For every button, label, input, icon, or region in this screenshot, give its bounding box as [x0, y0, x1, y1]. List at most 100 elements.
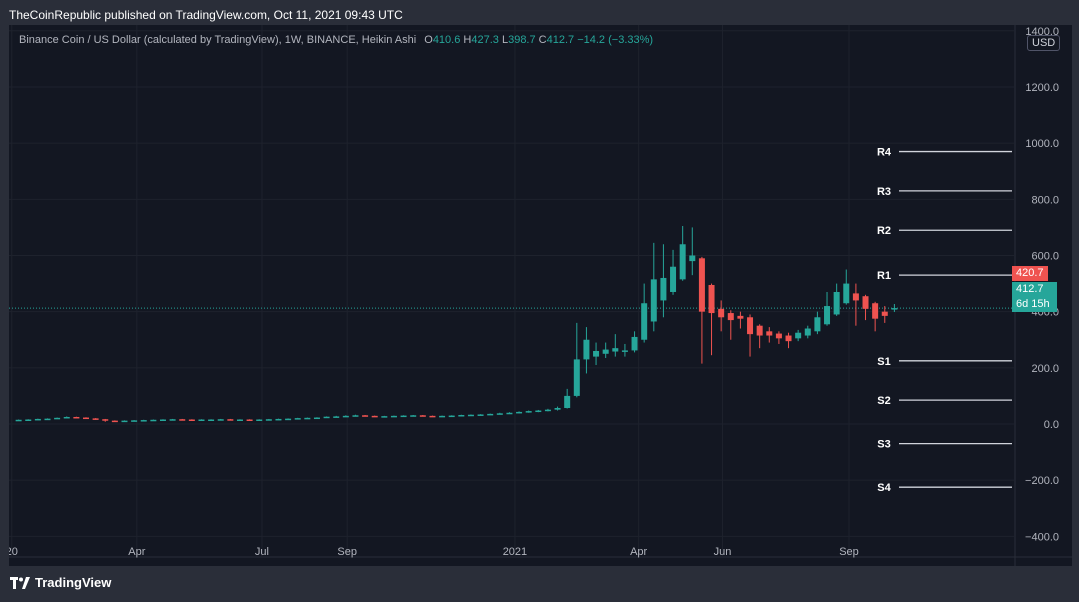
bar-countdown-tag: 6d 15h [1012, 297, 1057, 312]
candle [63, 416, 70, 419]
candle-body [525, 411, 532, 413]
candle [689, 227, 696, 276]
candle [15, 419, 22, 422]
pivot-label-r4: R4 [877, 147, 892, 159]
pivot-levels: R4 R3 R2 R1 S1 S2 S3 S4 [877, 147, 1012, 494]
candle-body [718, 308, 725, 318]
candle [747, 314, 754, 357]
candle [804, 325, 811, 339]
candle-body [814, 317, 821, 332]
candle-body [256, 419, 263, 422]
candle [362, 415, 369, 417]
candle-body [448, 415, 455, 418]
candle [477, 414, 484, 416]
candle-body [891, 308, 898, 310]
candle [795, 329, 802, 342]
candle-body [217, 419, 224, 421]
time-tick-label: Sep [839, 546, 859, 558]
time-tick-label: 2021 [503, 546, 527, 558]
candlestick-chart[interactable]: R4 R3 R2 R1 S1 S2 S3 S4 1400.0 1200.0 1000.0 800.0… [9, 25, 1072, 566]
pivot-label-s3: S3 [877, 439, 890, 451]
brand-name: TradingView [35, 575, 112, 590]
candle-body [660, 277, 667, 301]
time-tick-label: Jul [255, 546, 269, 558]
candle [698, 256, 705, 364]
candle [718, 300, 725, 332]
candle-body [265, 419, 272, 421]
candle-body [25, 419, 32, 422]
candle-body [573, 359, 580, 396]
candle [756, 324, 763, 349]
tradingview-brand[interactable]: TradingView [10, 575, 111, 590]
candle-body [140, 420, 147, 422]
candle [188, 419, 195, 422]
candle [679, 226, 686, 281]
last-price-tag: 412.7 [1012, 282, 1057, 297]
candle-body [275, 418, 282, 421]
candle [92, 418, 99, 420]
candle [313, 417, 320, 420]
candle-body [708, 284, 715, 314]
candle-body [881, 311, 888, 316]
candle [593, 342, 600, 366]
candle [621, 343, 628, 357]
candle-body [179, 419, 186, 421]
candle-body [150, 419, 157, 422]
candle [419, 415, 426, 417]
candle [82, 417, 89, 420]
close-label: C [538, 34, 547, 46]
candle [612, 334, 619, 357]
currency-selector[interactable]: USD [1027, 35, 1061, 51]
pivot-label-s1: S1 [877, 356, 890, 368]
candle-body [737, 315, 744, 319]
candle [564, 388, 571, 409]
chart-frame[interactable]: R4 R3 R2 R1 S1 S2 S3 S4 1400.0 1200.0 1000.0 800.0… [9, 25, 1072, 566]
candle-body [602, 349, 609, 354]
candle [785, 332, 792, 349]
time-tick-label: Jun [714, 546, 732, 558]
pivot-label-r2: R2 [877, 225, 891, 237]
candle [525, 410, 532, 413]
candle-body [429, 415, 436, 418]
candle [872, 301, 879, 332]
candle [862, 294, 869, 321]
candle [641, 283, 648, 343]
candle-body [872, 303, 879, 319]
candle-body [785, 335, 792, 342]
candle [554, 406, 561, 411]
pivot-label-s4: S4 [877, 482, 891, 494]
close-value: 412.7 [546, 34, 575, 46]
low-value: 398.7 [508, 34, 536, 46]
candle [275, 418, 282, 421]
high-label: H [463, 34, 472, 46]
time-tick-label: Sep [337, 546, 357, 558]
price-tick-label: 200.0 [1031, 363, 1059, 375]
candle-body [294, 418, 301, 420]
candle-body [236, 419, 243, 422]
price-axis: 1400.01200.01000.0800.0600.0400.0200.00.… [1025, 26, 1059, 544]
candles [15, 226, 898, 423]
candle-body [621, 350, 628, 352]
candle [256, 419, 263, 422]
candle-body [477, 414, 484, 416]
candle-body [458, 415, 465, 417]
price-tick-label: 800.0 [1031, 194, 1059, 206]
candle-body [439, 415, 446, 418]
candle [159, 419, 166, 422]
candle [843, 269, 850, 305]
candle-body [670, 266, 677, 292]
candle-body [824, 306, 831, 325]
candle-body [246, 419, 253, 422]
candle [881, 306, 888, 323]
candle-body [583, 339, 590, 360]
candle-body [689, 255, 696, 262]
price-tick-label: 1200.0 [1025, 82, 1059, 94]
candle-body [775, 333, 782, 339]
price-tag-red: 420.7 [1012, 266, 1048, 281]
candle-body [34, 418, 41, 421]
candle [544, 408, 551, 412]
open-value: 410.6 [432, 34, 461, 46]
candle [73, 416, 80, 419]
candle-body [352, 415, 359, 417]
candle [824, 292, 831, 326]
